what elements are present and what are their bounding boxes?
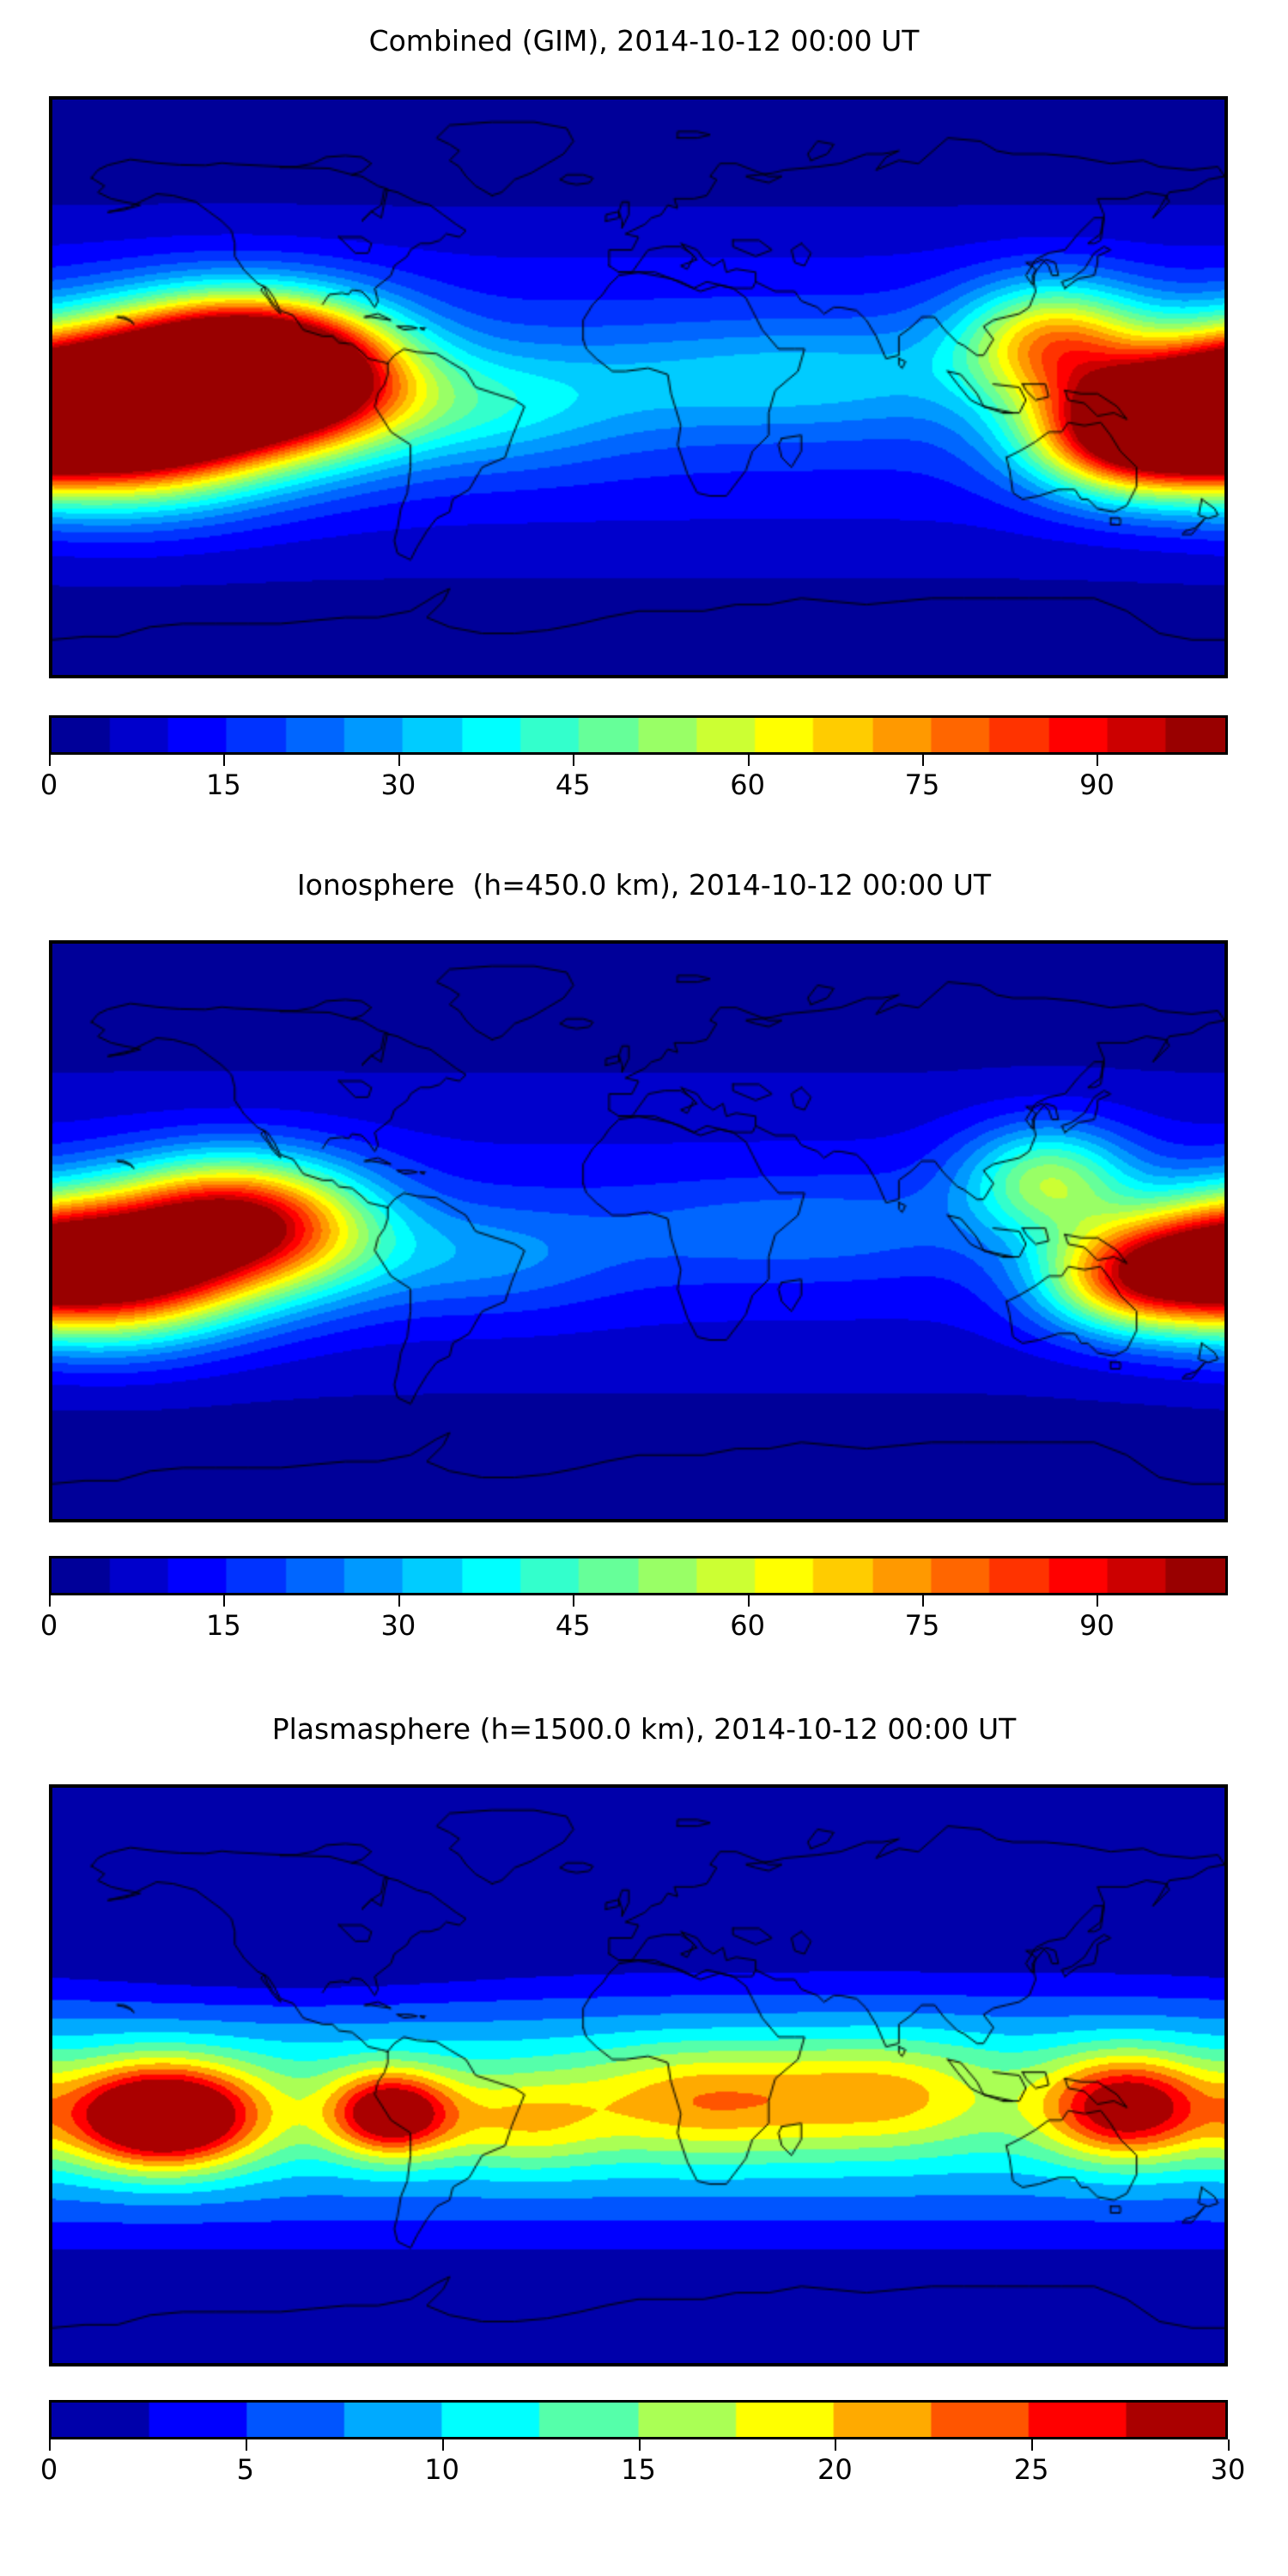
colorbar-tick-label: 0	[39, 1609, 58, 1642]
colorbar-ticks-plasmasphere: 0 5 10 15 20 25 30	[40, 2439, 1245, 2500]
colorbar-tick-label: 45	[555, 1609, 591, 1642]
colorbar-gradient-combined-gim	[52, 718, 1225, 752]
colorbar-tick-mark	[1031, 2439, 1034, 2451]
colorbar-tick-label: 30	[1210, 2453, 1246, 2486]
colorbar-tick-mark	[747, 755, 750, 766]
colorbar-tick-mark	[573, 755, 575, 766]
colorbar-tick-mark	[398, 755, 400, 766]
colorbar-tick-label: 15	[621, 2453, 656, 2486]
colorbar-plasmasphere	[49, 2400, 1228, 2439]
colorbar-tick-mark	[1097, 755, 1099, 766]
panel-title-plasmasphere: Plasmasphere (h=1500.0 km), 2014-10-12 0…	[271, 1712, 1017, 1746]
colorbar-tick-mark	[49, 1595, 51, 1607]
map-contour-ionosphere	[52, 944, 1224, 1519]
map-axes-plasmasphere	[49, 1784, 1228, 2366]
colorbar-tick-label: 90	[1079, 1609, 1115, 1642]
colorbar-tick-mark	[922, 1595, 925, 1607]
colorbar-tick-mark	[747, 1595, 750, 1607]
colorbar-tick-label: 25	[1013, 2453, 1049, 2486]
colorbar-tick-mark	[441, 2439, 444, 2451]
colorbar-tick-label: 15	[206, 1609, 241, 1642]
colorbar-tick-label: 45	[555, 769, 591, 801]
colorbar-tick-label: 15	[206, 769, 241, 801]
colorbar-tick-label: 75	[904, 769, 940, 801]
colorbar-tick-mark	[223, 755, 226, 766]
colorbar-tick-mark	[638, 2439, 641, 2451]
map-axes-ionosphere	[49, 940, 1228, 1522]
colorbar-tick-mark	[49, 2439, 51, 2451]
map-contour-plasmasphere	[52, 1788, 1224, 2363]
colorbar-tick-label: 10	[424, 2453, 460, 2486]
map-contour-combined-gim	[52, 100, 1224, 675]
colorbar-tick-mark	[49, 755, 51, 766]
map-axes-combined-gim	[49, 96, 1228, 678]
panel-title-combined-gim: Combined (GIM), 2014-10-12 00:00 UT	[368, 24, 920, 58]
colorbar-tick-mark	[922, 755, 925, 766]
colorbar-combined-gim	[49, 715, 1228, 755]
colorbar-tick-label: 0	[39, 2453, 58, 2486]
colorbar-tick-label: 60	[730, 769, 765, 801]
colorbar-tick-label: 60	[730, 1609, 765, 1642]
colorbar-tick-mark	[835, 2439, 837, 2451]
colorbar-gradient-ionosphere	[52, 1558, 1225, 1593]
colorbar-tick-mark	[223, 1595, 226, 1607]
colorbar-tick-mark	[1097, 1595, 1099, 1607]
colorbar-ionosphere	[49, 1556, 1228, 1595]
colorbar-tick-label: 5	[236, 2453, 255, 2486]
colorbar-gradient-plasmasphere	[52, 2403, 1225, 2437]
colorbar-tick-label: 75	[904, 1609, 940, 1642]
colorbar-tick-label: 30	[380, 769, 416, 801]
panel-title-ionosphere: Ionosphere (h=450.0 km), 2014-10-12 00:0…	[296, 868, 992, 902]
colorbar-tick-label: 20	[817, 2453, 853, 2486]
colorbar-tick-label: 90	[1079, 769, 1115, 801]
colorbar-ticks-combined-gim: 0 15 30 45 60 75 90	[40, 755, 1228, 815]
colorbar-tick-label: 0	[39, 769, 58, 801]
colorbar-tick-mark	[245, 2439, 247, 2451]
colorbar-tick-mark	[398, 1595, 400, 1607]
colorbar-tick-mark	[573, 1595, 575, 1607]
colorbar-tick-mark	[1228, 2439, 1230, 2451]
colorbar-tick-label: 30	[380, 1609, 416, 1642]
colorbar-ticks-ionosphere: 0 15 30 45 60 75 90	[40, 1595, 1228, 1656]
